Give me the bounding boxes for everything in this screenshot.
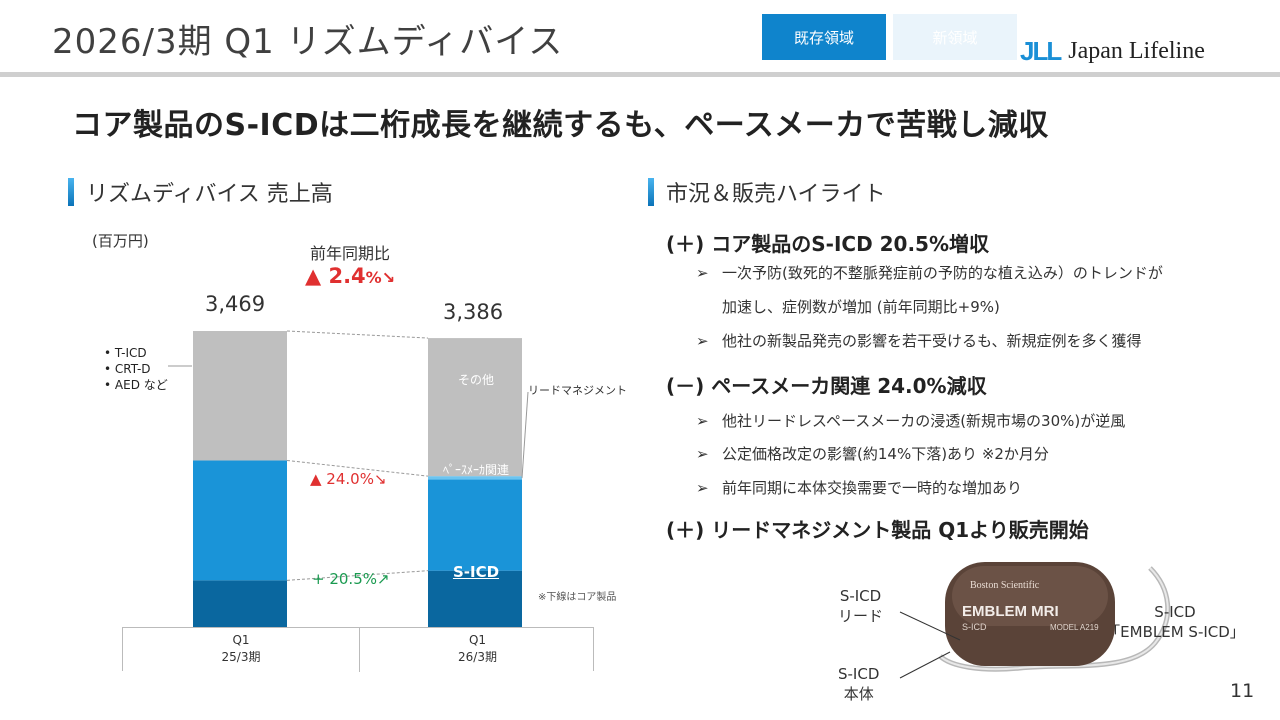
bar-segment-2-2	[428, 479, 522, 571]
highlight-heading: (＋) リードマネジメント製品 Q1より販売開始	[666, 518, 1089, 542]
highlight-heading: (＋) コア製品のS-ICD 20.5%増収	[666, 232, 990, 256]
page-number: 11	[1230, 680, 1255, 702]
section-title-sales: リズムディバイス 売上高	[68, 176, 333, 208]
highlight-item-text: 他社リードレスペースメーカの浸透(新規市場の30%)が逆風	[722, 412, 1126, 430]
x-axis-period: 25/3期	[221, 650, 261, 664]
header-divider	[0, 72, 1280, 77]
sicd-change-label: + 20.5%↗	[312, 570, 390, 588]
tab-new-area[interactable]: 新領域	[893, 14, 1017, 60]
section-marker-icon	[648, 178, 654, 206]
section-title-highlights: 市況＆販売ハイライト	[648, 176, 886, 208]
highlight-heading: (－) ペースメーカ関連 24.0%減収	[666, 374, 987, 398]
highlight-item: ➢ 前年同期に本体交換需要で一時的な増加あり	[696, 477, 1022, 498]
bar-segment-2-4	[428, 338, 522, 477]
pace-change-label: ▲ 24.0%↘	[310, 470, 387, 488]
chart-x-axis: Q1 25/3期 Q1 26/3期	[122, 627, 595, 672]
logo-mark: JLL	[1020, 35, 1062, 66]
bullet-arrow-icon: ➢	[696, 412, 709, 430]
inbar-label-sicd: S-ICD	[452, 563, 500, 581]
other-breakdown-item: CRT-D	[104, 361, 168, 377]
bullet-arrow-icon: ➢	[696, 479, 709, 497]
bar-segment-1-1	[193, 580, 287, 627]
section-title-highlights-text: 市況＆販売ハイライト	[666, 182, 886, 207]
device-label-product-line2: 「EMBLEM S-ICD」	[1105, 623, 1245, 641]
highlight-item-text: 公定価格改定の影響(約14%下落)あり ※2か月分	[722, 445, 1049, 463]
highlight-item: ➢ 他社リードレスペースメーカの浸透(新規市場の30%)が逆風	[696, 410, 1125, 431]
chart-unit: (百万円)	[92, 232, 149, 250]
x-axis-cell: Q1 26/3期	[359, 628, 595, 672]
bar-connector-line-3	[286, 330, 429, 339]
section-title-sales-text: リズムディバイス 売上高	[86, 182, 333, 207]
tab-existing-area[interactable]: 既存領域	[762, 14, 886, 60]
device-model-sub: S-ICD	[962, 622, 987, 632]
yoy-value-number: ▲ 2.4	[305, 264, 366, 288]
slide-title: 2026/3期 Q1 リズムディバイス	[52, 22, 564, 62]
device-brand-text: Boston Scientific	[970, 580, 1040, 591]
yoy-value: ▲ 2.4%↘	[305, 264, 395, 288]
lead-management-label: リードマネジメント	[528, 384, 627, 397]
highlight-item: ➢ 一次予防(致死的不整脈発症前の予防的な植え込み）のトレンドが	[696, 262, 1163, 283]
other-breakdown-item: AED など	[104, 377, 168, 393]
highlight-item: ➢ 他社の新製品発売の影響を若干受けるも、新規症例を多く獲得	[696, 330, 1142, 351]
bar-segment-1-4	[193, 331, 287, 461]
highlight-item-text: 他社の新製品発売の影響を若干受けるも、新規症例を多く獲得	[722, 332, 1142, 350]
device-label-lead: S-ICD リード	[838, 587, 884, 625]
x-axis-quarter: Q1	[232, 633, 250, 647]
bullet-arrow-icon: ➢	[696, 445, 709, 463]
highlight-item-continuation: 加速し、症例数が増加 (前年同期比+9%)	[722, 298, 1000, 316]
other-breakdown-list: T-ICD CRT-D AED など	[104, 345, 168, 393]
highlight-item: ➢ 公定価格改定の影響(約14%下落)あり ※2か月分	[696, 443, 1049, 464]
logo-text: Japan Lifeline	[1068, 37, 1205, 64]
total-label-2026: 3,386	[443, 300, 504, 324]
yoy-label: 前年同期比	[310, 244, 391, 263]
company-logo: JLL Japan Lifeline	[1020, 36, 1205, 66]
bullet-arrow-icon: ➢	[696, 264, 709, 282]
headline: コア製品のS-ICDは二桁成長を継続するも、ペースメーカで苦戦し減収	[72, 108, 1049, 143]
highlight-item-text: 一次予防(致死的不整脈発症前の予防的な植え込み）のトレンドが	[722, 264, 1163, 282]
device-body-sheen	[952, 566, 1108, 626]
core-product-note: ※下線はコア製品	[538, 592, 617, 603]
device-label-product-line1: S-ICD	[1154, 603, 1196, 621]
inbar-label-other: その他	[457, 373, 494, 387]
lead-pointer-line	[521, 391, 529, 479]
inbar-label-pace: ﾍﾟｰｽﾒｰｶ関連	[442, 463, 509, 477]
yoy-value-suffix: %↘	[365, 268, 396, 287]
bullet-arrow-icon: ➢	[696, 332, 709, 350]
device-lead-wire-highlight	[939, 567, 1169, 671]
device-label-body: S-ICD 本体	[838, 665, 880, 703]
device-label-product: S-ICD 「EMBLEM S-ICD」	[1100, 602, 1250, 642]
bar-segment-1-2	[193, 460, 287, 581]
other-breakdown-item: T-ICD	[104, 345, 168, 361]
x-axis-period: 26/3期	[458, 650, 497, 664]
section-marker-icon	[68, 178, 74, 206]
device-model-name: EMBLEM MRI	[962, 603, 1059, 620]
device-model-number: MODEL A219	[1050, 623, 1099, 632]
emblem-sicd-device-image: Boston Scientific EMBLEM MRI S-ICD MODEL…	[938, 562, 1171, 672]
total-label-2025: 3,469	[205, 292, 266, 316]
x-axis-quarter: Q1	[468, 633, 487, 647]
highlight-item-text: 前年同期に本体交換需要で一時的な増加あり	[722, 479, 1023, 497]
x-axis-cell: Q1 25/3期	[123, 628, 359, 672]
